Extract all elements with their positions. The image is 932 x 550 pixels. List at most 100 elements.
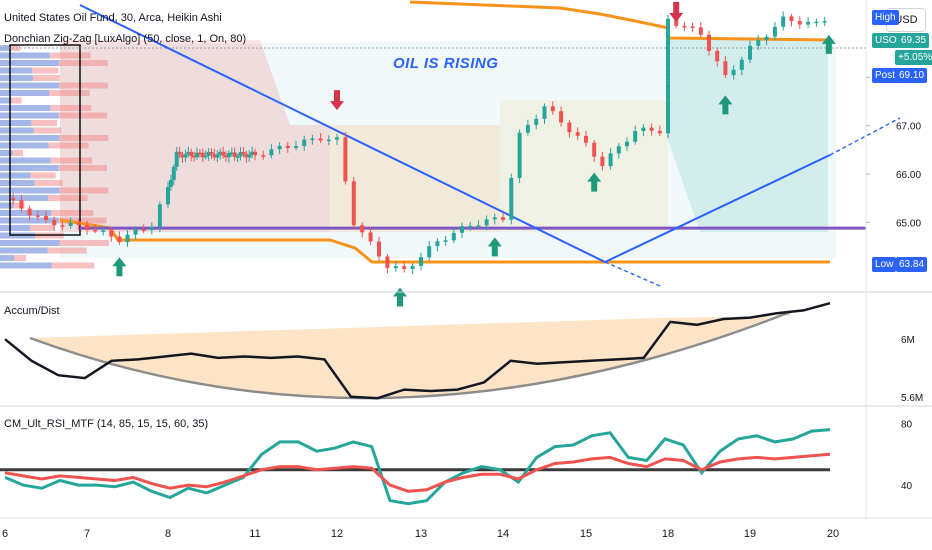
candle-body <box>625 141 629 147</box>
candle-body <box>326 139 331 142</box>
candle-body <box>157 204 162 227</box>
high-value: 69.35 <box>898 33 930 48</box>
candle-body <box>542 106 547 119</box>
candle-body <box>168 179 173 187</box>
candle-body <box>600 156 605 167</box>
candle-body <box>35 215 40 217</box>
volume-profile-bar <box>48 142 89 149</box>
candle-body <box>492 217 497 220</box>
neutral-zone-fill <box>330 125 500 232</box>
volume-profile-bar <box>29 225 55 231</box>
candle-body <box>509 177 514 220</box>
candle-body <box>177 151 182 155</box>
candle-body <box>657 130 662 134</box>
volume-profile-bar <box>14 255 27 261</box>
candle-body <box>351 181 356 226</box>
rsi-fast-line <box>4 428 831 506</box>
volume-profile-bar <box>0 97 12 104</box>
candle-body <box>592 142 597 157</box>
candle-body <box>410 265 415 269</box>
candle-body <box>666 83 670 93</box>
down-arrow-icon <box>330 90 344 111</box>
candle-body <box>666 106 670 116</box>
candle-body <box>209 151 214 155</box>
candle-body <box>575 132 580 136</box>
volume-profile-bar <box>0 75 33 81</box>
change-value: +5.05% <box>895 50 932 65</box>
time-axis-tick: 11 <box>249 528 260 540</box>
candle-body <box>203 155 208 158</box>
candle-body <box>174 151 179 167</box>
up-arrow-icon <box>487 237 502 257</box>
time-axis-tick: 14 <box>497 528 509 540</box>
volume-profile-bar <box>32 75 60 81</box>
volume-profile-bar <box>49 52 91 59</box>
candle-body <box>797 21 802 25</box>
volume-profile-bar <box>0 60 60 66</box>
candle-body <box>192 155 197 158</box>
volume-profile-bar <box>0 112 60 119</box>
volume-profile-bar <box>0 262 52 269</box>
candle-body <box>197 152 202 155</box>
candle-body <box>76 222 81 226</box>
candle-body <box>149 226 154 231</box>
candle-body <box>517 132 522 178</box>
candle-body <box>215 154 220 158</box>
candle-body <box>806 21 811 25</box>
candle-body <box>335 137 339 140</box>
volume-profile-bar <box>0 52 50 59</box>
volume-profile-bar <box>0 82 60 89</box>
candle-body <box>666 68 670 78</box>
accum-axis-tick: 5.6M <box>901 393 923 404</box>
rsi-slow-line <box>4 452 831 493</box>
zigzag-up-ext <box>829 117 901 156</box>
candle-body <box>772 26 777 37</box>
candle-body <box>269 149 274 156</box>
candle-body <box>666 122 670 130</box>
candle-body <box>674 18 679 26</box>
candle-body <box>781 16 786 27</box>
up-arrow-icon <box>718 95 733 115</box>
volume-profile-bar <box>0 165 59 171</box>
volume-profile-bar <box>13 202 25 209</box>
volume-profile-bar <box>0 157 51 164</box>
accum-axis-tick: 6M <box>901 335 915 346</box>
volume-profile-bar <box>59 82 108 89</box>
volume-profile-bar <box>51 262 95 269</box>
volume-profile-bar <box>58 165 107 171</box>
volume-profile-bar <box>12 150 24 156</box>
time-axis-tick: 18 <box>662 528 674 540</box>
candle-body <box>285 145 290 149</box>
candle-body <box>368 232 373 242</box>
candle-body <box>698 27 703 35</box>
volume-profile-bar <box>59 60 108 66</box>
neutral-zone-fill-2 <box>500 100 668 232</box>
candle-body <box>484 219 489 226</box>
volume-profile-bar <box>0 195 49 201</box>
time-axis-tick: 12 <box>331 528 343 540</box>
volume-profile-bar <box>51 210 94 216</box>
candle-body <box>189 151 194 156</box>
candle-body <box>27 208 32 216</box>
candle-body <box>822 21 827 23</box>
volume-profile-bar <box>0 142 49 149</box>
price-axis-tick: 66.00 <box>896 170 921 181</box>
volume-profile-bar <box>48 195 88 201</box>
candle-body <box>109 230 114 237</box>
symbol-label: USO <box>872 33 900 48</box>
candle-body <box>247 154 252 158</box>
candle-body <box>723 61 728 76</box>
volume-profile-bar <box>49 90 90 96</box>
volume-profile-bar <box>0 90 50 96</box>
candle-body <box>171 166 176 180</box>
candle-body <box>584 135 588 143</box>
candle-body <box>666 22 670 32</box>
volume-profile-bar <box>47 247 87 254</box>
time-axis-tick: 8 <box>165 528 171 540</box>
candle-body <box>501 217 505 220</box>
volume-profile-bar <box>0 180 35 186</box>
zigzag-up-line <box>604 154 831 263</box>
candle-body <box>133 229 138 235</box>
price-axis-tick: 67.00 <box>896 122 921 133</box>
